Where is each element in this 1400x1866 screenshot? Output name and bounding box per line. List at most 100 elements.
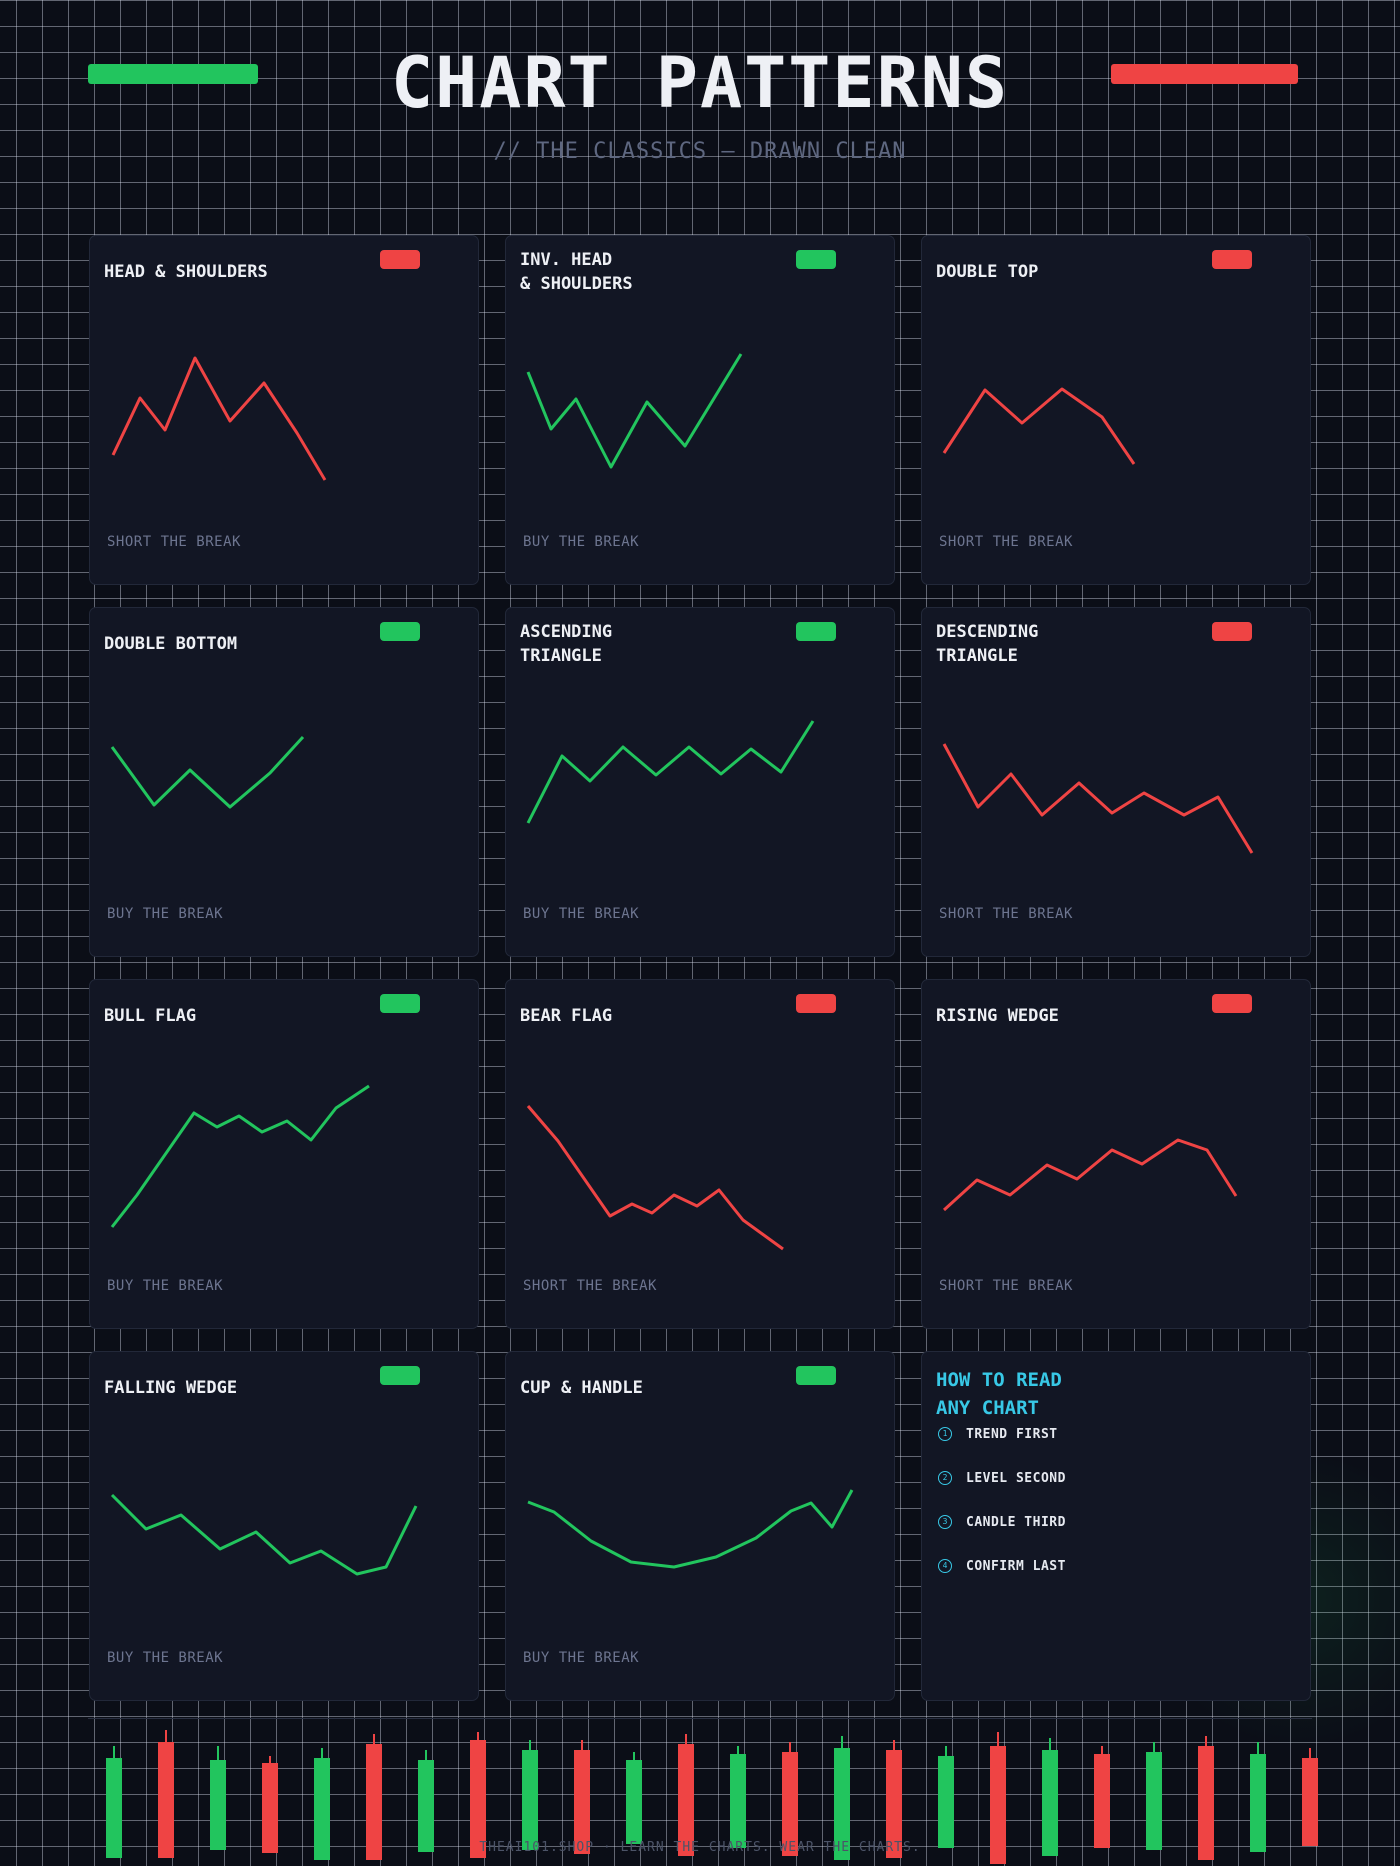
page-subtitle: // THE CLASSICS — DRAWN CLEAN bbox=[493, 139, 907, 164]
pattern-line bbox=[526, 353, 743, 469]
pattern-line bbox=[942, 1138, 1238, 1212]
pattern-chart bbox=[526, 1105, 784, 1251]
bear-candle-body bbox=[574, 1750, 590, 1854]
pattern-name: DOUBLE TOP bbox=[936, 262, 1039, 282]
pattern-name: DESCENDING TRIANGLE bbox=[936, 622, 1039, 666]
how-to-title: HOW TO READ ANY CHART bbox=[936, 1369, 1062, 1419]
bull-badge bbox=[796, 1366, 836, 1385]
pattern-card: FALLING WEDGE BUY THE BREAK bbox=[89, 1351, 479, 1701]
how-to-step: 3 CANDLE THIRD bbox=[938, 1511, 1066, 1533]
pattern-chart bbox=[110, 1084, 370, 1228]
step-number-icon: 3 bbox=[938, 1515, 952, 1529]
pattern-action: SHORT THE BREAK bbox=[939, 1278, 1073, 1294]
pattern-action: BUY THE BREAK bbox=[523, 1650, 640, 1666]
bear-candle-body bbox=[886, 1750, 902, 1858]
pattern-card: DESCENDING TRIANGLE SHORT THE BREAK bbox=[921, 607, 1311, 957]
pattern-name: DOUBLE BOTTOM bbox=[104, 634, 238, 654]
pattern-name: BEAR FLAG bbox=[520, 1006, 613, 1026]
pattern-name: ASCENDING TRIANGLE bbox=[520, 622, 613, 666]
divider bbox=[88, 1718, 1312, 1719]
bear-candle-body bbox=[1198, 1746, 1214, 1860]
bull-candle-body bbox=[1250, 1754, 1266, 1852]
bear-candle-body bbox=[678, 1744, 694, 1856]
step-number-icon: 1 bbox=[938, 1427, 952, 1441]
candlestick-strip bbox=[106, 1730, 1318, 1864]
pattern-action: SHORT THE BREAK bbox=[939, 534, 1073, 550]
pattern-chart bbox=[942, 387, 1136, 465]
pattern-name: INV. HEAD & SHOULDERS bbox=[520, 250, 633, 294]
pattern-card: DOUBLE BOTTOM BUY THE BREAK bbox=[89, 607, 479, 957]
pattern-name: CUP & HANDLE bbox=[520, 1378, 643, 1398]
pattern-card: HEAD & SHOULDERS SHORT THE BREAK bbox=[89, 235, 479, 585]
bull-candle-body bbox=[210, 1760, 226, 1850]
pattern-chart bbox=[942, 1138, 1238, 1212]
pattern-line bbox=[110, 1493, 418, 1576]
pattern-line bbox=[111, 356, 327, 481]
pattern-card: BEAR FLAG SHORT THE BREAK bbox=[505, 979, 895, 1329]
bull-candle-body bbox=[1042, 1750, 1058, 1856]
pattern-chart bbox=[110, 735, 305, 809]
bull-badge bbox=[380, 1366, 420, 1385]
bear-candle-body bbox=[470, 1740, 486, 1858]
step-label: LEVEL SECOND bbox=[966, 1470, 1066, 1486]
bear-badge bbox=[1212, 622, 1252, 641]
bear-badge bbox=[380, 250, 420, 269]
bear-badge bbox=[796, 994, 836, 1013]
bull-candle-body bbox=[418, 1760, 434, 1852]
pattern-name: HEAD & SHOULDERS bbox=[104, 262, 268, 282]
pattern-chart bbox=[942, 743, 1254, 854]
pattern-action: BUY THE BREAK bbox=[107, 906, 224, 922]
step-label: CANDLE THIRD bbox=[966, 1514, 1066, 1530]
bull-badge bbox=[796, 250, 836, 269]
pattern-action: SHORT THE BREAK bbox=[523, 1278, 657, 1294]
pattern-card: INV. HEAD & SHOULDERS BUY THE BREAK bbox=[505, 235, 895, 585]
pattern-action: BUY THE BREAK bbox=[523, 534, 640, 550]
pattern-card: CUP & HANDLE BUY THE BREAK bbox=[505, 1351, 895, 1701]
pattern-action: BUY THE BREAK bbox=[107, 1650, 224, 1666]
bear-candle-body bbox=[1302, 1758, 1318, 1846]
pattern-card: ASCENDING TRIANGLE BUY THE BREAK bbox=[505, 607, 895, 957]
pattern-name: BULL FLAG bbox=[104, 1006, 197, 1026]
step-number-icon: 2 bbox=[938, 1471, 952, 1485]
how-to-step: 2 LEVEL SECOND bbox=[938, 1467, 1066, 1489]
bear-badge bbox=[1212, 994, 1252, 1013]
bull-badge bbox=[380, 622, 420, 641]
pattern-card: RISING WEDGE SHORT THE BREAK bbox=[921, 979, 1311, 1329]
bull-badge bbox=[796, 622, 836, 641]
bear-candle-body bbox=[990, 1746, 1006, 1864]
bull-candle-body bbox=[106, 1758, 122, 1858]
pattern-action: SHORT THE BREAK bbox=[107, 534, 241, 550]
bull-candle-body bbox=[834, 1748, 850, 1860]
pattern-chart bbox=[526, 353, 743, 469]
step-number-icon: 4 bbox=[938, 1559, 952, 1573]
pattern-line bbox=[110, 735, 305, 809]
bull-accent-bar bbox=[88, 64, 258, 84]
step-label: CONFIRM LAST bbox=[966, 1558, 1066, 1574]
bull-candle-body bbox=[938, 1756, 954, 1848]
pattern-action: SHORT THE BREAK bbox=[939, 906, 1073, 922]
bear-candle-body bbox=[782, 1752, 798, 1856]
pattern-action: BUY THE BREAK bbox=[523, 906, 640, 922]
pattern-line bbox=[527, 1489, 854, 1569]
bear-candle-body bbox=[366, 1744, 382, 1860]
bear-badge bbox=[1212, 250, 1252, 269]
how-to-read-card: HOW TO READ ANY CHART 1 TREND FIRST 2 LEVEL … bbox=[921, 1351, 1311, 1701]
bull-badge bbox=[380, 994, 420, 1013]
page-title: CHART PATTERNS bbox=[390, 42, 1009, 124]
pattern-action: BUY THE BREAK bbox=[107, 1278, 224, 1294]
pattern-name: FALLING WEDGE bbox=[104, 1378, 238, 1398]
bull-candle-body bbox=[626, 1760, 642, 1844]
bear-candle-body bbox=[262, 1763, 278, 1853]
bear-candle-body bbox=[1094, 1754, 1110, 1848]
pattern-chart bbox=[111, 356, 327, 481]
bull-candle-body bbox=[730, 1754, 746, 1848]
pattern-chart bbox=[110, 1493, 418, 1576]
step-label: TREND FIRST bbox=[966, 1426, 1058, 1442]
pattern-chart bbox=[526, 720, 815, 824]
pattern-name: RISING WEDGE bbox=[936, 1006, 1059, 1026]
how-to-step: 1 TREND FIRST bbox=[938, 1423, 1058, 1445]
bull-candle-body bbox=[522, 1750, 538, 1850]
pattern-line bbox=[526, 720, 815, 824]
pattern-line bbox=[942, 743, 1254, 854]
pattern-chart bbox=[527, 1489, 854, 1569]
